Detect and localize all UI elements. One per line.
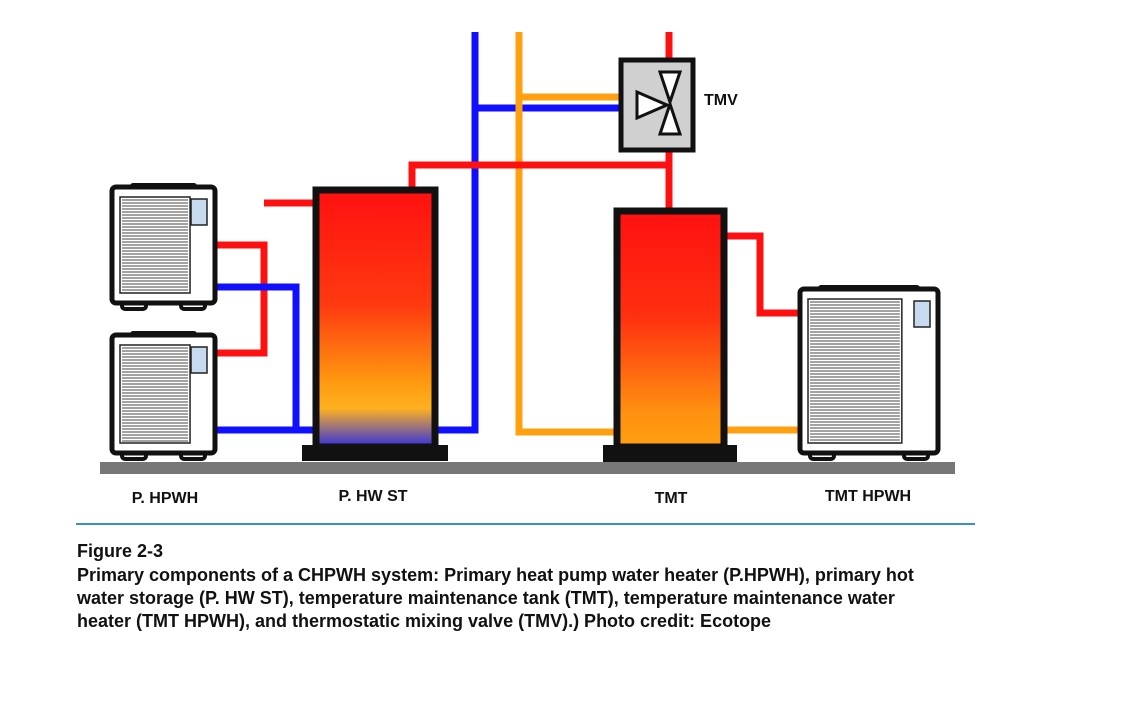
ground xyxy=(100,462,955,474)
diagram: P. HPWH P. HW ST TMT TMT HPWH TMV xyxy=(100,32,955,507)
tmv-valve xyxy=(618,57,696,153)
label: TMT xyxy=(655,490,688,507)
heat-pump-unit xyxy=(109,331,218,461)
pipes xyxy=(217,32,800,436)
label: P. HPWH xyxy=(132,490,198,507)
tmt-tank xyxy=(613,207,728,451)
heat-pump-unit xyxy=(797,285,941,461)
heat-pump-unit xyxy=(109,183,218,311)
caption-line: Primary components of a CHPWH system: Pr… xyxy=(77,565,914,585)
label: P. HW ST xyxy=(338,488,407,505)
primary-tank xyxy=(312,186,439,451)
figure-number: Figure 2-3 xyxy=(77,541,163,561)
caption-line: heater (TMT HPWH), and thermostatic mixi… xyxy=(77,611,771,631)
caption-line: water storage (P. HW ST), temperature ma… xyxy=(76,588,895,608)
label: TMV xyxy=(704,92,738,109)
label: TMT HPWH xyxy=(825,488,911,505)
